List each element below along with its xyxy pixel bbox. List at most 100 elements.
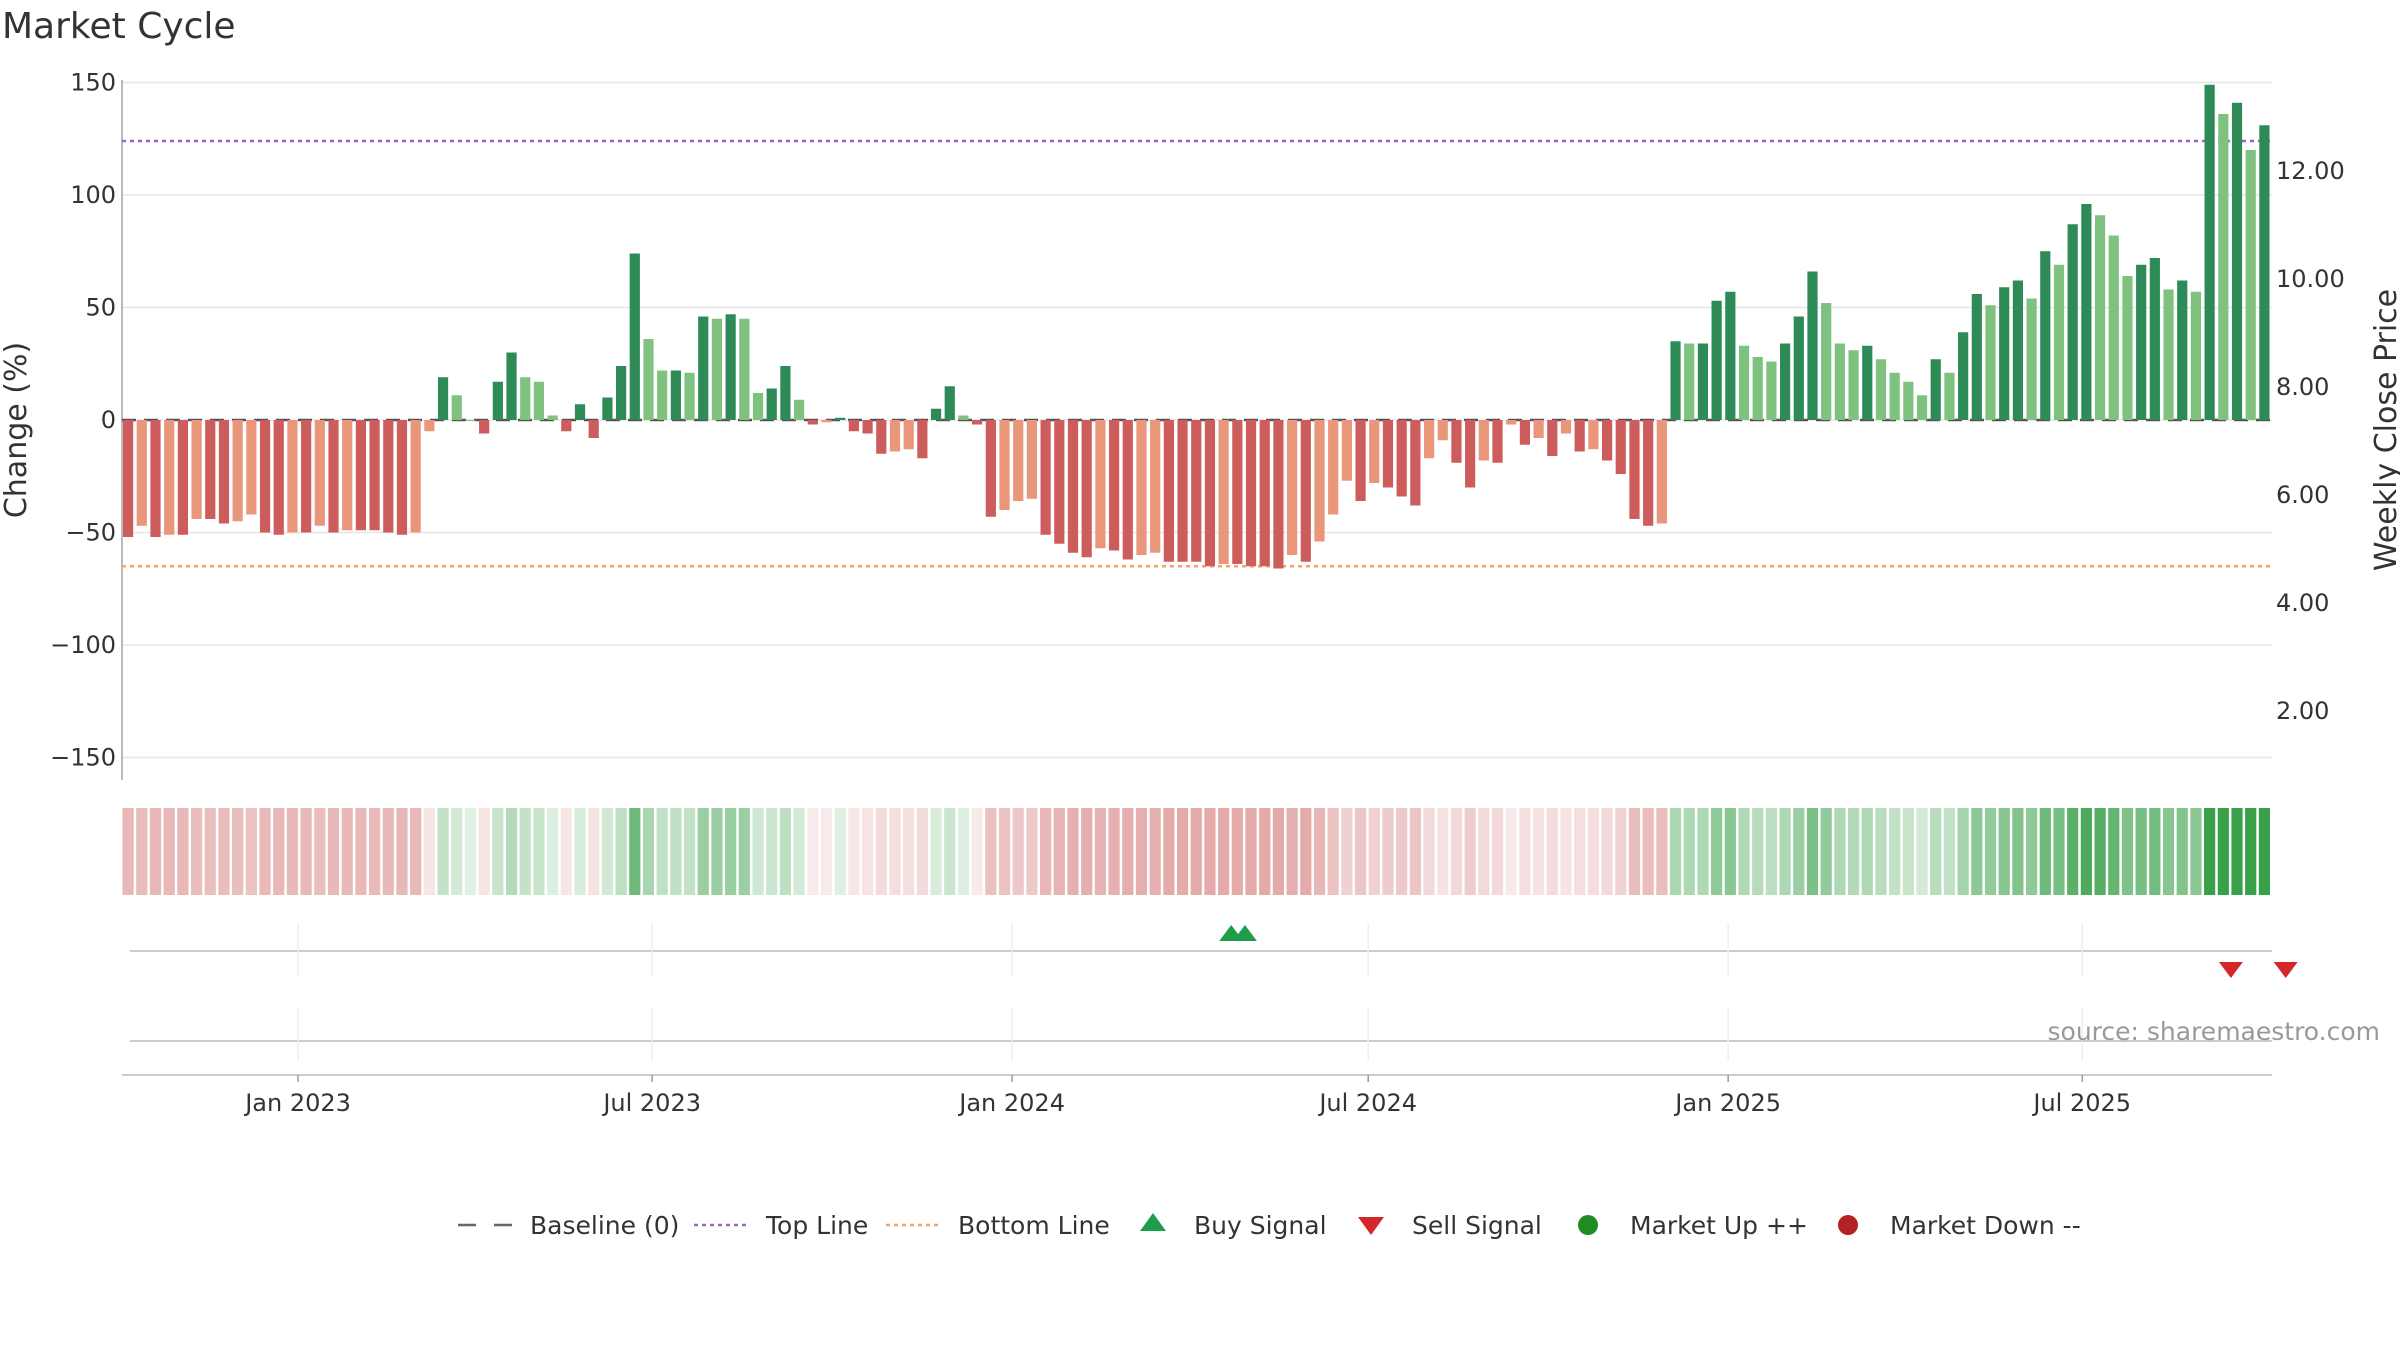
heat-cell: [916, 808, 928, 895]
heat-cell: [519, 808, 531, 895]
legend-label: Market Up ++: [1630, 1211, 1808, 1240]
heat-cell: [1724, 808, 1736, 895]
legend-item: Sell Signal: [1358, 1211, 1542, 1240]
bar: [2040, 251, 2051, 420]
heat-cell: [615, 808, 627, 895]
bar: [574, 404, 586, 420]
bar: [766, 388, 777, 420]
heat-cell: [1149, 808, 1161, 895]
heat-cell: [314, 808, 326, 895]
bar: [1369, 420, 1380, 483]
bar: [1259, 420, 1270, 567]
bar: [1519, 420, 1531, 445]
heat-cell: [1218, 808, 1230, 895]
heat-cell: [1464, 808, 1476, 895]
heat-cell: [204, 808, 216, 895]
heat-cell: [1122, 808, 1134, 895]
heat-cell: [1902, 808, 1914, 895]
heat-cell: [944, 808, 956, 895]
legend-label: Sell Signal: [1412, 1211, 1542, 1240]
bar: [1423, 420, 1435, 459]
heat-cell: [1012, 808, 1024, 895]
bar: [1834, 343, 1845, 420]
bar: [1766, 361, 1777, 420]
heat-cell: [1601, 808, 1613, 895]
x-tick-label: Jan 2024: [957, 1089, 1065, 1117]
bar: [821, 420, 832, 423]
heat-cell: [2026, 808, 2038, 895]
heat-cell: [327, 808, 340, 895]
heat-cell: [464, 808, 477, 895]
bar: [2149, 258, 2160, 420]
heat-cell: [1847, 808, 1860, 895]
heat-cell: [1450, 808, 1463, 895]
bar: [1629, 420, 1640, 519]
bar: [1122, 420, 1133, 560]
bar: [711, 318, 723, 420]
bar: [1725, 291, 1736, 420]
heat-cell: [588, 808, 600, 895]
heat-cell: [1135, 808, 1148, 895]
bar: [1697, 343, 1709, 420]
heat-cell: [683, 808, 696, 895]
bar: [1451, 420, 1462, 463]
bar: [1232, 420, 1243, 564]
bar: [657, 370, 668, 420]
heat-cell: [177, 808, 189, 895]
legend-item: Bottom Line: [886, 1211, 1110, 1240]
bar: [492, 381, 503, 420]
heat-cell: [1286, 808, 1298, 895]
heat-cell: [725, 808, 737, 895]
bar: [2218, 114, 2229, 420]
bar: [2122, 276, 2133, 420]
heat-cell: [1697, 808, 1709, 895]
heat-cell: [1163, 808, 1175, 895]
bar: [985, 420, 996, 517]
heat-cell: [998, 808, 1011, 895]
x-tick-label: Jul 2025: [2031, 1089, 2131, 1117]
bar: [1287, 420, 1298, 555]
legend-item: Top Line: [694, 1211, 868, 1240]
heat-cell: [478, 808, 490, 895]
heat-cell: [218, 808, 230, 895]
heat-cell: [1669, 808, 1682, 895]
heat-cell: [396, 808, 408, 895]
heat-cell: [533, 808, 545, 895]
heat-cell: [1711, 808, 1723, 895]
bar: [2108, 235, 2119, 420]
heat-cell: [670, 808, 682, 895]
bar: [1656, 420, 1667, 524]
source-label: source: sharemaestro.com: [2048, 1017, 2381, 1046]
heat-cell: [779, 808, 792, 895]
bar: [1711, 300, 1722, 420]
heat-cell: [232, 808, 244, 895]
heat-cell: [1738, 808, 1750, 895]
heat-cell: [1587, 808, 1599, 895]
bar: [1684, 343, 1695, 420]
bar: [1150, 420, 1161, 553]
bar: [1177, 420, 1188, 562]
bar: [876, 420, 887, 454]
heat-cell: [1806, 808, 1819, 895]
bar: [561, 420, 572, 432]
bar: [191, 420, 202, 519]
heat-cell: [2094, 808, 2106, 895]
bar: [1410, 420, 1421, 506]
heat-cell: [341, 808, 353, 895]
heat-cell: [793, 808, 805, 895]
bar: [177, 420, 188, 535]
bar: [1848, 350, 1859, 420]
heat-cell: [1437, 808, 1449, 895]
heat-cell: [820, 808, 833, 895]
heat-cell: [848, 808, 860, 895]
bar: [1533, 420, 1544, 438]
heat-cell: [2135, 808, 2147, 895]
heat-cell: [1628, 808, 1641, 895]
heat-cell: [1574, 808, 1586, 895]
bar: [752, 393, 764, 420]
heat-cell: [2176, 808, 2188, 895]
bar: [1382, 420, 1394, 488]
heat-cell: [1971, 808, 1983, 895]
bar: [1204, 420, 1216, 567]
